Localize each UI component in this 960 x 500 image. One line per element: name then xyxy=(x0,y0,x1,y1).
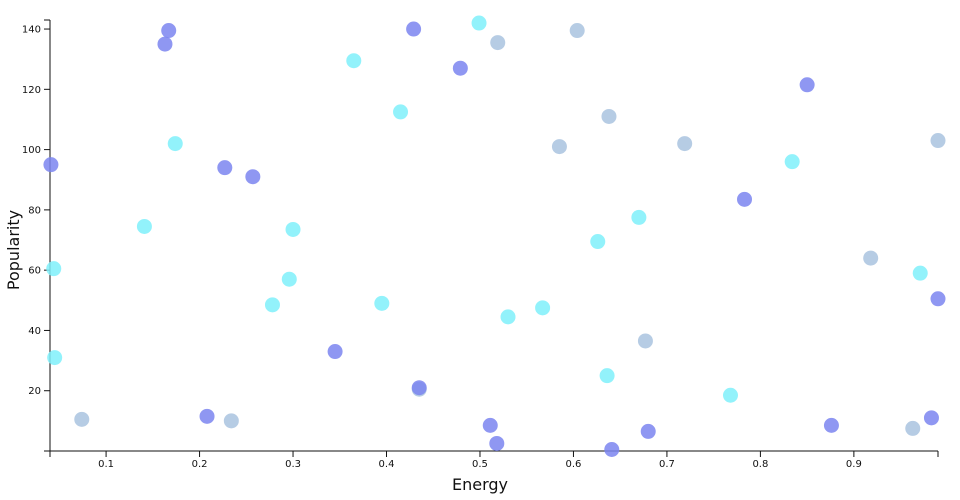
data-point[interactable] xyxy=(327,344,343,360)
data-point[interactable] xyxy=(157,36,173,52)
data-points xyxy=(43,15,946,457)
data-point[interactable] xyxy=(569,23,585,39)
y-tick-label: 80 xyxy=(28,205,41,216)
data-point[interactable] xyxy=(930,133,946,149)
data-point[interactable] xyxy=(285,221,301,237)
data-point[interactable] xyxy=(823,417,839,433)
data-point[interactable] xyxy=(590,234,606,250)
data-point[interactable] xyxy=(482,417,498,433)
data-point[interactable] xyxy=(471,15,487,31)
data-point[interactable] xyxy=(863,250,879,266)
x-axis-title: Energy xyxy=(452,475,508,494)
x-axis: 0.1 0.2 0.3 0.4 0.5 0.6 0.7 0.8 0.9 xyxy=(49,450,939,470)
data-point[interactable] xyxy=(374,295,390,311)
data-point[interactable] xyxy=(722,387,738,403)
data-point[interactable] xyxy=(784,154,800,170)
data-point[interactable] xyxy=(393,104,409,120)
data-point[interactable] xyxy=(136,218,152,234)
y-tick-label: 140 xyxy=(22,25,41,36)
x-tick-label: 0.2 xyxy=(192,459,208,470)
data-point[interactable] xyxy=(799,77,815,93)
data-point[interactable] xyxy=(411,380,427,396)
data-point[interactable] xyxy=(912,265,928,281)
x-tick-label: 0.5 xyxy=(472,459,488,470)
data-point[interactable] xyxy=(601,108,617,124)
y-axis-title: Popularity xyxy=(4,210,23,290)
x-tick-label: 0.4 xyxy=(379,459,395,470)
data-point[interactable] xyxy=(551,139,567,155)
y-tick-label: 40 xyxy=(28,326,41,337)
data-point[interactable] xyxy=(74,411,90,427)
x-tick-label: 0.1 xyxy=(98,459,114,470)
x-tick-label: 0.7 xyxy=(659,459,675,470)
y-tick-label: 20 xyxy=(28,386,41,397)
data-point[interactable] xyxy=(452,60,468,76)
data-point[interactable] xyxy=(640,423,656,439)
data-point[interactable] xyxy=(535,300,551,316)
data-point[interactable] xyxy=(281,271,297,287)
data-point[interactable] xyxy=(199,408,215,424)
data-point[interactable] xyxy=(406,21,422,37)
data-point[interactable] xyxy=(737,191,753,207)
data-point[interactable] xyxy=(637,333,653,349)
data-point[interactable] xyxy=(604,441,620,457)
data-point[interactable] xyxy=(223,413,239,429)
data-point[interactable] xyxy=(217,160,233,176)
x-tick-label: 0.9 xyxy=(846,459,862,470)
data-point[interactable] xyxy=(490,35,506,51)
y-tick-label: 120 xyxy=(22,85,41,96)
x-tick-label: 0.3 xyxy=(285,459,301,470)
data-point[interactable] xyxy=(46,261,62,277)
data-point[interactable] xyxy=(489,435,505,451)
data-point[interactable] xyxy=(346,53,362,69)
data-point[interactable] xyxy=(500,309,516,325)
x-tick-label: 0.6 xyxy=(565,459,581,470)
data-point[interactable] xyxy=(47,350,63,366)
data-point[interactable] xyxy=(161,23,177,39)
data-point[interactable] xyxy=(930,291,946,307)
data-point[interactable] xyxy=(245,169,261,185)
y-axis: 20 40 60 80 100 120 140 xyxy=(22,19,51,452)
data-point[interactable] xyxy=(599,368,615,384)
data-point[interactable] xyxy=(677,136,693,152)
data-point[interactable] xyxy=(43,157,59,173)
y-tick-label: 100 xyxy=(22,145,41,156)
data-point[interactable] xyxy=(264,297,280,313)
data-point[interactable] xyxy=(631,209,647,225)
data-point[interactable] xyxy=(923,410,939,426)
x-tick-label: 0.8 xyxy=(752,459,768,470)
data-point[interactable] xyxy=(905,420,921,436)
y-tick-label: 60 xyxy=(28,266,41,277)
data-point[interactable] xyxy=(167,136,183,152)
